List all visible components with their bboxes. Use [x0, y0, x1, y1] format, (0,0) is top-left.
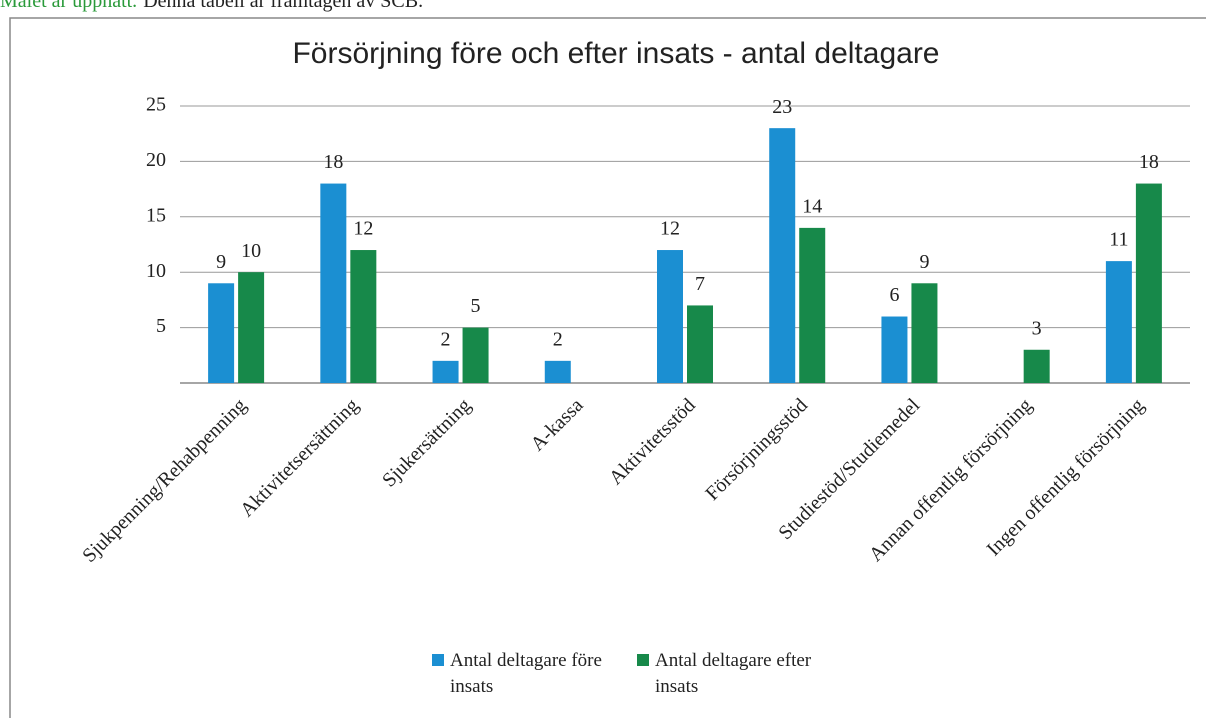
- bar: [238, 272, 265, 383]
- header-note-green: Målet är uppnått.: [0, 0, 137, 12]
- legend-swatch: [637, 654, 649, 666]
- value-label: 9: [919, 251, 929, 273]
- value-label: 12: [660, 218, 680, 240]
- value-label: 2: [553, 328, 563, 350]
- bar: [911, 283, 938, 383]
- header-note: Målet är uppnått. Denna tabell är framtag…: [0, 0, 423, 12]
- bar: [350, 250, 377, 383]
- bar: [657, 250, 683, 383]
- bar: [799, 227, 826, 383]
- value-label: 12: [353, 218, 373, 240]
- x-tick-label: A-kassa: [526, 394, 587, 455]
- value-label: 2: [441, 328, 451, 350]
- legend-swatch: [432, 654, 444, 666]
- legend-item: Antal deltagare före insats: [432, 648, 620, 700]
- legend-item: Antal deltagare efter insats: [637, 648, 825, 700]
- value-label: 11: [1109, 229, 1128, 251]
- bar: [881, 316, 908, 383]
- bar: [1023, 349, 1050, 383]
- chart-frame: [9, 17, 1206, 718]
- y-tick-label: 15: [146, 204, 166, 226]
- bar: [462, 327, 489, 383]
- bar: [432, 360, 459, 383]
- y-tick-label: 10: [146, 260, 166, 282]
- value-label: 6: [889, 284, 899, 306]
- value-label: 18: [1139, 151, 1159, 173]
- value-label: 5: [471, 295, 481, 317]
- bar: [544, 360, 571, 383]
- header-text: Denna tabell är framtagen av SCB.: [143, 0, 423, 12]
- y-tick-label: 20: [146, 149, 166, 171]
- y-tick-label: 25: [146, 94, 166, 116]
- value-label: 14: [802, 195, 822, 217]
- legend-label: Antal deltagare före insats: [450, 650, 602, 697]
- bar: [208, 283, 235, 383]
- x-tick-label: Sjukersättning: [378, 394, 475, 491]
- legend-label: Antal deltagare efter insats: [655, 650, 812, 697]
- value-label: 18: [323, 151, 343, 173]
- x-tick-label: Sjukpenning/Rehabpenning: [78, 394, 251, 567]
- bar: [320, 183, 347, 383]
- value-label: 9: [216, 251, 226, 273]
- value-label: 7: [695, 273, 705, 295]
- x-tick-label: Försörjningsstöd: [701, 394, 812, 505]
- value-label: 23: [772, 96, 792, 118]
- y-tick-label: 5: [156, 315, 166, 337]
- value-label: 3: [1032, 317, 1042, 339]
- value-label: 10: [241, 240, 261, 262]
- bar: [769, 128, 796, 383]
- x-tick-label: Aktivitetsstöd: [605, 394, 700, 489]
- chart-title: Försörjning före och efter insats - anta…: [292, 37, 939, 70]
- bar: [1135, 183, 1162, 383]
- bar: [1105, 261, 1132, 383]
- x-tick-label: Aktivitetsersättning: [236, 394, 363, 521]
- bar: [687, 305, 713, 383]
